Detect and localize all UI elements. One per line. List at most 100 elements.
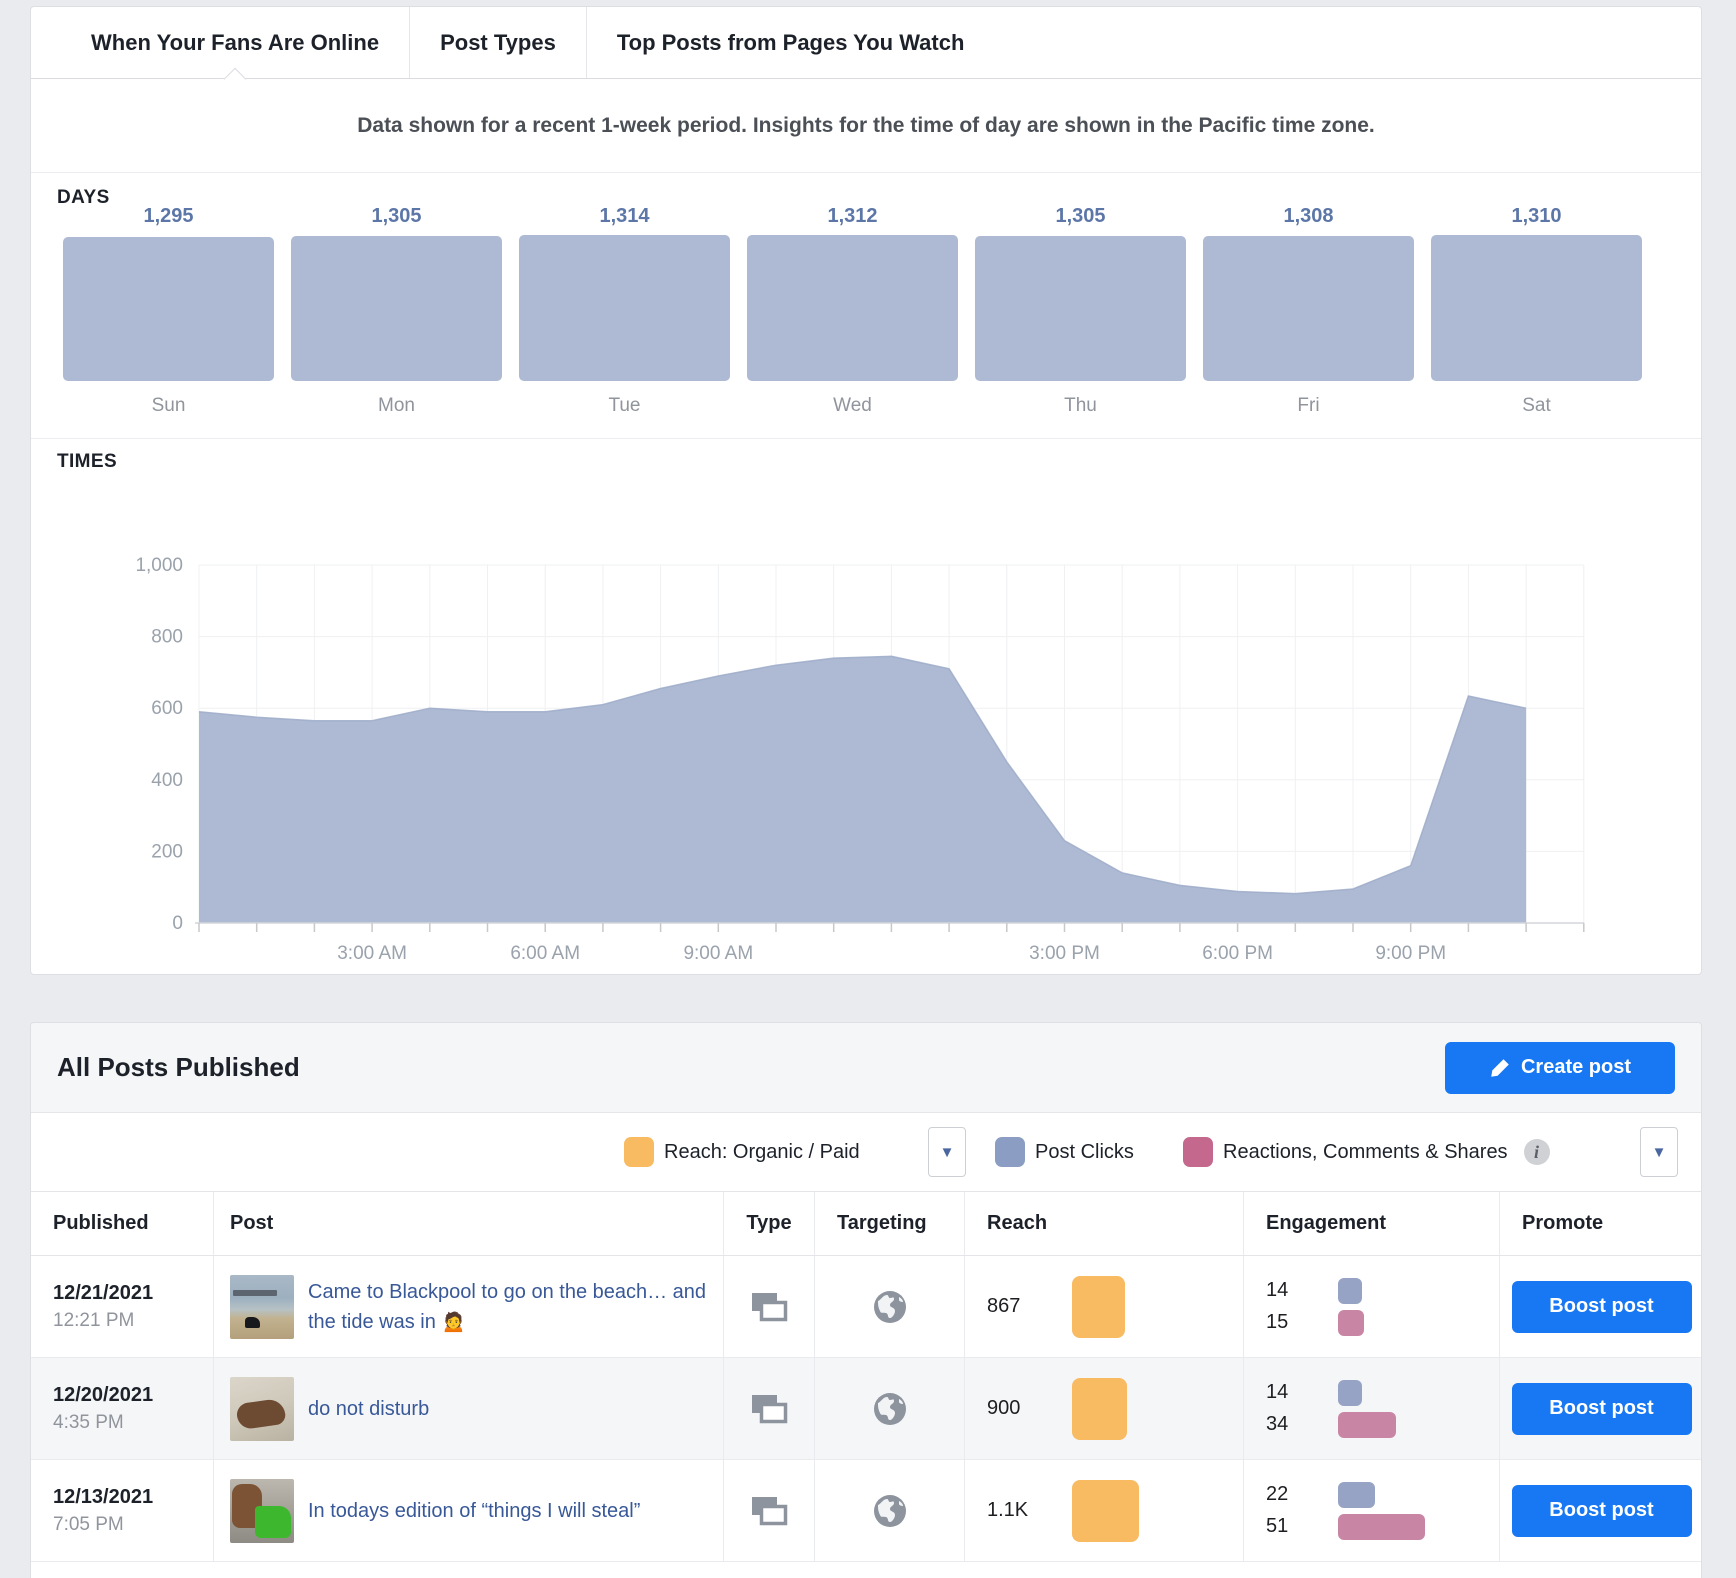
post-thumbnail[interactable] <box>230 1376 294 1441</box>
post-thumbnail[interactable] <box>230 1478 294 1543</box>
day-bar-value: 1,308 <box>1283 205 1334 227</box>
post-clicks-bar <box>1338 1379 1362 1406</box>
posts-table: Published Post Type Targeting Reach Enga… <box>31 1191 1701 1562</box>
day-bar <box>975 236 1186 381</box>
day-bar-value: 1,305 <box>371 205 422 227</box>
day-bar-value: 1,312 <box>827 205 878 227</box>
reach-swatch <box>624 1137 654 1167</box>
day-column: 1,310 Sat <box>1431 205 1642 417</box>
all-posts-title: All Posts Published <box>57 1052 300 1082</box>
post-clicks-value: 14 <box>1266 1381 1289 1403</box>
table-options-dropdown-button[interactable]: ▼ <box>1640 1127 1678 1177</box>
x-axis-label: 9:00 AM <box>683 943 753 964</box>
reach-dropdown-button[interactable]: ▼ <box>928 1127 966 1177</box>
day-label: Sat <box>1522 395 1551 416</box>
post-link[interactable]: do not disturb <box>308 1397 430 1420</box>
day-bar-value: 1,310 <box>1511 205 1562 227</box>
chevron-down-icon: ▼ <box>939 1143 955 1161</box>
photo-stack-icon <box>752 1496 788 1525</box>
boost-post-button[interactable]: Boost post <box>1511 1280 1692 1333</box>
day-bar <box>63 237 274 381</box>
legend-reactions-label: Reactions, Comments & Shares <box>1223 1140 1508 1163</box>
post-clicks-bar <box>1338 1277 1362 1304</box>
day-bar-value: 1,295 <box>143 205 194 227</box>
tab-when-your-fans-are-online[interactable]: When Your Fans Are Online <box>61 7 409 78</box>
day-bar-value: 1,305 <box>1055 205 1106 227</box>
day-column: 1,314 Tue <box>519 205 730 417</box>
day-column: 1,305 Mon <box>291 205 502 417</box>
x-axis-label: 3:00 PM <box>1029 943 1100 964</box>
reactions-bar <box>1338 1411 1396 1438</box>
fans-online-area <box>199 656 1527 923</box>
post-thumbnail[interactable] <box>230 1274 294 1339</box>
day-label: Wed <box>833 395 872 416</box>
post-time: 4:35 PM <box>53 1411 124 1433</box>
all-posts-header: All Posts Published Create post <box>31 1023 1701 1113</box>
col-type: Type <box>746 1212 792 1234</box>
post-clicks-bar <box>1338 1481 1375 1508</box>
create-post-button[interactable]: Create post <box>1445 1041 1675 1094</box>
day-label: Thu <box>1064 395 1097 416</box>
day-label: Sun <box>151 395 186 416</box>
y-axis-label: 200 <box>151 841 183 862</box>
col-promote: Promote <box>1522 1212 1604 1234</box>
x-axis-label: 6:00 PM <box>1202 943 1273 964</box>
y-axis-label: 800 <box>151 627 183 648</box>
table-row: 12/13/2021 7:05 PM In todays edition of … <box>31 1460 1701 1562</box>
fans-online-card: When Your Fans Are Online Post Types Top… <box>30 6 1702 975</box>
post-link[interactable]: Came to Blackpool to go on the beach… an… <box>308 1280 707 1333</box>
times-section-title: TIMES <box>57 451 118 472</box>
post-date: 12/20/2021 <box>53 1383 154 1406</box>
insights-tabbar: When Your Fans Are Online Post Types Top… <box>31 7 1701 79</box>
col-post: Post <box>230 1212 274 1234</box>
col-reach: Reach <box>987 1212 1048 1234</box>
post-clicks-swatch <box>995 1137 1025 1167</box>
col-targeting: Targeting <box>837 1212 927 1234</box>
fans-online-line <box>198 655 1527 895</box>
section-divider <box>31 438 1701 439</box>
x-axis-label: 6:00 AM <box>510 943 580 964</box>
day-column: 1,312 Wed <box>747 205 958 417</box>
day-column: 1,308 Fri <box>1203 205 1414 417</box>
reach-value: 867 <box>987 1295 1021 1317</box>
boost-post-button[interactable]: Boost post <box>1511 1382 1692 1435</box>
tab-top-posts-from-pages-you-watch[interactable]: Top Posts from Pages You Watch <box>585 7 995 78</box>
x-axis-label: 3:00 AM <box>337 943 407 964</box>
reactions-swatch <box>1183 1137 1213 1167</box>
day-bar <box>291 236 502 381</box>
reach-bar <box>1072 1479 1139 1542</box>
chart-legend-row: Reach: Organic / Paid ▼ Post Clicks Reac… <box>31 1113 1701 1191</box>
legend-reactions: Reactions, Comments & Shares i <box>1183 1113 1550 1191</box>
days-bar-chart: 1,295 Sun 1,305 Mon 1,314 Tue 1,312 Wed 1,305 Thu… <box>63 205 1642 417</box>
tab-post-types[interactable]: Post Types <box>409 7 586 78</box>
reactions-value: 15 <box>1266 1311 1289 1333</box>
post-clicks-value: 22 <box>1266 1483 1289 1505</box>
post-link[interactable]: In todays edition of “things I will stea… <box>308 1499 641 1522</box>
y-axis-label: 400 <box>151 770 183 791</box>
y-axis-label: 1,000 <box>135 555 183 576</box>
legend-reach-label: Reach: Organic / Paid <box>664 1140 860 1163</box>
all-posts-card: All Posts Published Create post Reach: O… <box>30 1022 1702 1578</box>
info-icon[interactable]: i <box>1523 1139 1550 1165</box>
day-bar <box>747 235 958 381</box>
day-bar <box>1431 235 1642 381</box>
boost-post-button[interactable]: Boost post <box>1511 1484 1692 1537</box>
day-column: 1,305 Thu <box>975 205 1186 417</box>
day-bar-value: 1,314 <box>599 205 650 227</box>
y-axis-label: 0 <box>172 913 183 934</box>
reach-value: 1.1K <box>987 1499 1029 1521</box>
reactions-value: 51 <box>1266 1515 1289 1537</box>
legend-post-clicks: Post Clicks <box>995 1113 1134 1191</box>
day-label: Fri <box>1297 395 1320 416</box>
day-label: Tue <box>608 395 641 416</box>
timezone-note: Data shown for a recent 1-week period. I… <box>31 79 1701 173</box>
globe-icon <box>873 1494 906 1527</box>
col-published: Published <box>53 1212 149 1234</box>
photo-stack-icon <box>752 1292 788 1321</box>
post-clicks-value: 14 <box>1266 1279 1289 1301</box>
days-section-title: DAYS <box>57 187 110 208</box>
reactions-value: 34 <box>1266 1413 1289 1435</box>
times-area-chart: 0 200 400 600 800 1,000 3:00 AM 6:00 AM 9:00 AM 3… <box>135 555 1585 964</box>
pencil-icon <box>1491 1058 1509 1077</box>
globe-icon <box>873 1392 906 1425</box>
